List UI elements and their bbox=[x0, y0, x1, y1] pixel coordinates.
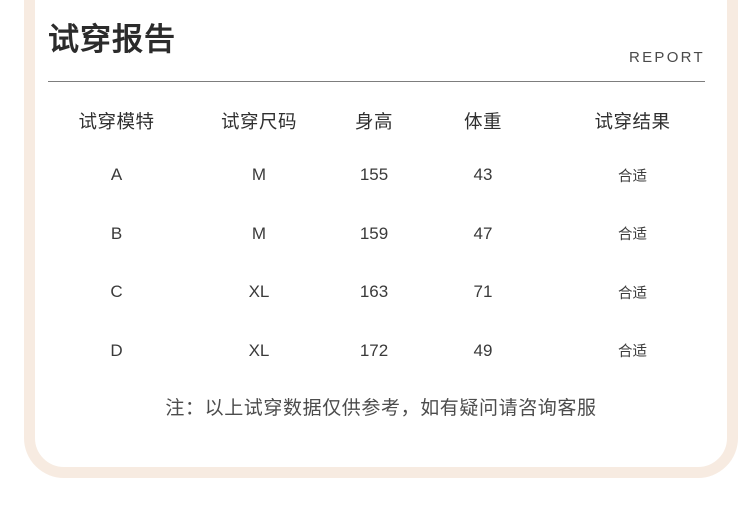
cell-model: B bbox=[110, 223, 123, 243]
cell-size: XL bbox=[248, 282, 270, 302]
column-header-weight: 体重 bbox=[463, 111, 502, 132]
header-divider bbox=[48, 81, 705, 82]
column-header-result: 试穿结果 bbox=[594, 111, 671, 132]
footer-note: 注：以上试穿数据仅供参考，如有疑问请咨询客服 bbox=[165, 398, 597, 419]
cell-height: 172 bbox=[359, 340, 389, 360]
cell-model: C bbox=[110, 282, 123, 302]
report-card: 试穿报告 REPORT 试穿模特 试穿尺码 身高 体重 试穿结果 bbox=[35, 0, 727, 478]
table-header-row: 试穿模特 试穿尺码 身高 体重 试穿结果 bbox=[35, 96, 727, 146]
table-row: B M 159 47 合适 bbox=[35, 205, 727, 264]
table-row: A M 155 43 合适 bbox=[35, 146, 727, 205]
cell-result: 合适 bbox=[618, 168, 647, 185]
cell-result: 合适 bbox=[618, 285, 647, 302]
cell-size: M bbox=[251, 223, 267, 243]
table-row: C XL 163 71 合适 bbox=[35, 263, 727, 322]
column-header-height: 身高 bbox=[354, 111, 393, 132]
cell-weight: 49 bbox=[473, 340, 493, 360]
cell-height: 155 bbox=[359, 165, 389, 185]
cell-size: M bbox=[251, 165, 267, 185]
column-header-size: 试穿尺码 bbox=[220, 111, 297, 132]
cell-size: XL bbox=[248, 340, 270, 360]
cell-weight: 47 bbox=[473, 223, 493, 243]
cell-weight: 71 bbox=[473, 282, 493, 302]
column-header-model: 试穿模特 bbox=[78, 111, 155, 132]
cell-result: 合适 bbox=[618, 227, 647, 244]
cell-result: 合适 bbox=[618, 344, 647, 361]
cell-model: D bbox=[110, 340, 123, 360]
table-row: D XL 172 49 合适 bbox=[35, 322, 727, 381]
cell-height: 163 bbox=[359, 282, 389, 302]
report-subtitle: REPORT bbox=[628, 49, 705, 66]
cell-weight: 43 bbox=[473, 165, 493, 185]
page-title: 试穿报告 bbox=[48, 22, 176, 57]
cell-model: A bbox=[110, 165, 123, 185]
cell-height: 159 bbox=[359, 223, 389, 243]
try-on-report-table: 试穿模特 试穿尺码 身高 体重 试穿结果 A M 155 43 合适 B M bbox=[35, 96, 727, 380]
